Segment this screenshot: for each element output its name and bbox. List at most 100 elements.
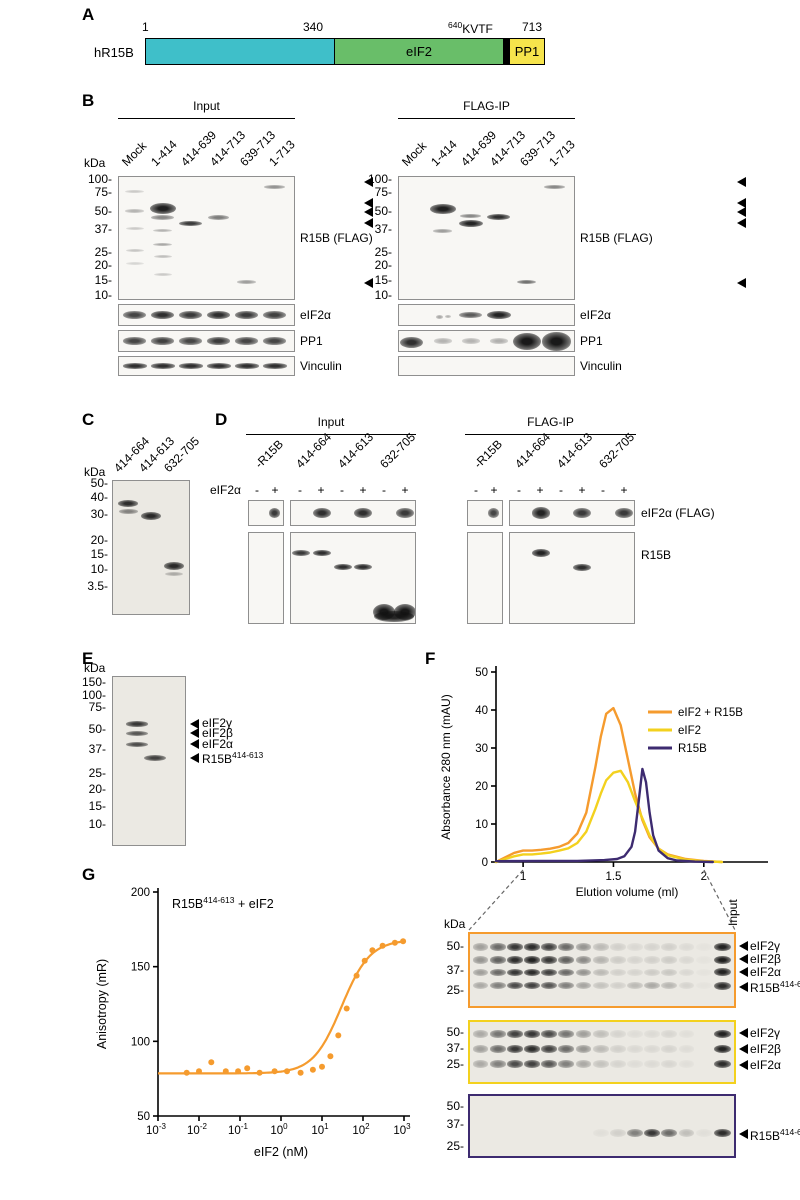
svg-text:100: 100 — [270, 1122, 288, 1137]
svg-text:30: 30 — [475, 743, 488, 755]
kda-mark-10: 10- — [374, 288, 392, 302]
protein-band — [558, 956, 575, 964]
svg-text:2: 2 — [701, 871, 707, 883]
protein-band — [123, 337, 147, 345]
svg-text:R15B414-613 + eIF2: R15B414-613 + eIF2 — [172, 895, 274, 911]
protein-band — [541, 956, 558, 964]
protein-band — [627, 1060, 643, 1068]
protein-band — [125, 189, 145, 194]
protein-band — [524, 1045, 540, 1053]
protein-band — [262, 363, 287, 369]
kvtf-motif — [503, 39, 510, 64]
protein-band — [268, 507, 281, 519]
svg-text:10-2: 10-2 — [187, 1122, 207, 1137]
pp1-binding-domain: PP1 — [510, 39, 544, 64]
protein-band — [558, 982, 575, 990]
protein-band — [541, 982, 558, 990]
protein-band — [678, 968, 695, 976]
r15b-label-sup: 414-613 — [780, 1127, 800, 1137]
r15b-label-base: R15B — [750, 1129, 781, 1143]
lane-label-414-613: 414-613 — [335, 429, 377, 471]
protein-band — [644, 1045, 661, 1053]
kda-mark-25: 25- — [374, 245, 392, 259]
kda-mark-75: 75- — [94, 185, 112, 199]
blot-vinculin-input — [118, 356, 295, 376]
band-arrowhead — [190, 728, 199, 738]
protein-band — [489, 943, 506, 951]
protein-band — [713, 1129, 731, 1138]
band-arrowhead — [737, 177, 746, 187]
protein-band — [558, 968, 575, 976]
flagip-blot-title: FLAG-IP — [527, 415, 574, 429]
lane-label-1-414: 1-414 — [428, 137, 460, 169]
kda-label: kDa — [84, 465, 106, 479]
protein-band — [506, 956, 523, 964]
protein-band — [661, 943, 678, 951]
flagip-title-underline — [465, 434, 636, 435]
protein-band — [695, 1129, 712, 1138]
pm-sign: + — [359, 483, 367, 497]
blot-row-label-eif2a-flag: eIF2α (FLAG) — [641, 506, 715, 520]
protein-band — [143, 754, 166, 761]
blot-row-label-vinculin: Vinculin — [580, 359, 622, 373]
protein-band — [354, 564, 372, 571]
protein-band — [524, 956, 540, 964]
band-arrowhead — [364, 177, 373, 187]
pm-sign: - — [255, 483, 259, 497]
protein-band — [644, 1129, 661, 1138]
protein-band — [125, 721, 148, 727]
blot-eif2a-flag-ip — [509, 500, 635, 526]
kda-mark-50: 50- — [446, 939, 464, 953]
kda-mark-40: 40- — [90, 490, 108, 504]
pm-sign: + — [490, 483, 498, 497]
protein-band — [154, 273, 172, 277]
svg-text:0: 0 — [482, 857, 488, 869]
kda-mark-15: 15- — [374, 273, 392, 287]
band-arrowhead — [737, 207, 746, 217]
protein-band — [153, 242, 173, 246]
protein-band — [696, 969, 712, 976]
pm-sign: - — [474, 483, 478, 497]
lane-label-414-664: 414-664 — [512, 429, 554, 471]
svg-text:200: 200 — [131, 887, 150, 899]
blot-eif2a-flag-input-minus-r15b — [248, 500, 284, 526]
protein-band — [354, 507, 372, 519]
protein-band — [592, 1060, 609, 1068]
protein-band — [609, 1030, 626, 1038]
blot-row-label-r15b-flag: R15B (FLAG) — [300, 231, 373, 245]
protein-band — [661, 1060, 678, 1068]
protein-band — [472, 956, 489, 964]
lane-label-414-613: 414-613 — [554, 429, 596, 471]
protein-band — [609, 1045, 626, 1053]
protein-band — [151, 214, 175, 220]
svg-text:Elution volume (ml): Elution volume (ml) — [576, 885, 679, 899]
band-label-r15b: R15B414-613 — [750, 979, 800, 995]
kda-mark-25: 25- — [94, 245, 112, 259]
band-label-eif2a: eIF2α — [750, 965, 781, 979]
protein-band — [558, 1045, 575, 1053]
pm-sign: - — [340, 483, 344, 497]
protein-band — [609, 968, 626, 976]
protein-band — [123, 311, 147, 319]
svg-text:101: 101 — [311, 1122, 329, 1137]
pm-sign: - — [298, 483, 302, 497]
blot-eif2a-flag-input — [290, 500, 416, 526]
svg-text:40: 40 — [475, 705, 488, 717]
protein-band — [627, 956, 643, 964]
svg-text:10-3: 10-3 — [146, 1122, 166, 1137]
protein-band — [627, 968, 643, 976]
kda-mark-20: 20- — [374, 258, 392, 272]
pm-sign: + — [401, 483, 409, 497]
kda-mark-25: 25- — [446, 1139, 464, 1153]
panel-a-label: A — [82, 5, 95, 24]
protein-band — [234, 363, 259, 369]
protein-band — [149, 203, 176, 215]
protein-band — [713, 942, 731, 952]
pm-sign: - — [517, 483, 521, 497]
protein-band — [678, 1060, 695, 1068]
protein-band — [713, 1030, 731, 1038]
pm-sign: - — [382, 483, 386, 497]
protein-band — [615, 507, 633, 519]
protein-band — [627, 1129, 643, 1138]
pm-sign: + — [536, 483, 544, 497]
